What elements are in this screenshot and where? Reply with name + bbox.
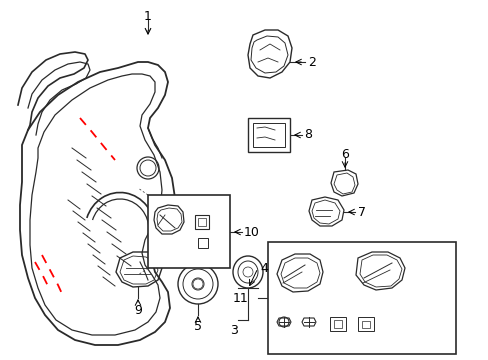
Text: 1: 1 xyxy=(144,9,152,22)
Text: 6: 6 xyxy=(340,148,348,162)
Text: 5: 5 xyxy=(194,320,202,333)
Text: 11: 11 xyxy=(232,292,247,305)
Text: 8: 8 xyxy=(304,129,311,141)
Bar xyxy=(247,118,289,152)
Bar xyxy=(195,215,208,229)
Bar xyxy=(357,317,373,331)
Bar xyxy=(148,195,229,268)
Text: 10: 10 xyxy=(244,225,259,238)
Text: 2: 2 xyxy=(307,55,315,68)
Text: 4: 4 xyxy=(260,261,267,274)
Bar xyxy=(333,320,341,328)
Text: 7: 7 xyxy=(357,206,365,219)
Bar xyxy=(198,218,205,226)
Bar xyxy=(329,317,346,331)
Bar xyxy=(361,321,369,328)
Bar xyxy=(198,238,207,248)
Text: 3: 3 xyxy=(229,324,238,337)
Bar xyxy=(252,123,285,147)
Bar xyxy=(267,242,455,354)
Text: 9: 9 xyxy=(134,303,142,316)
